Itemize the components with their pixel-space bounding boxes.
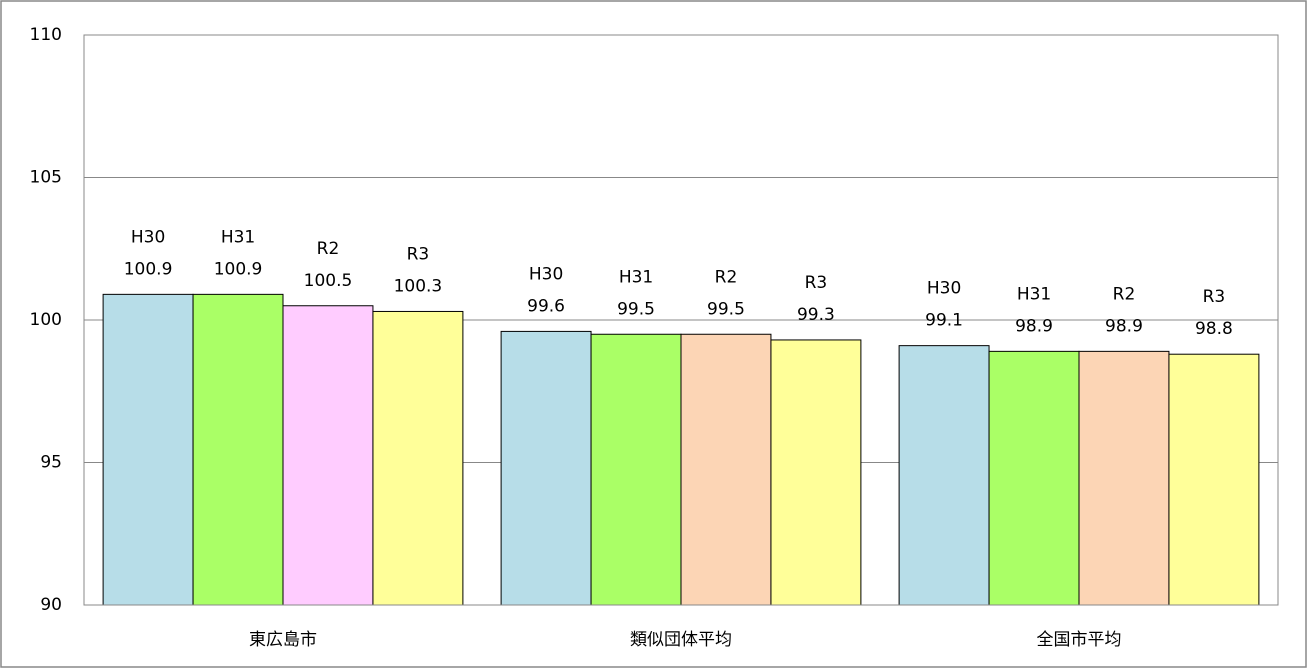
- value-label: 100.9: [124, 259, 173, 279]
- value-label: 99.1: [925, 311, 963, 331]
- bar-series-label: H31: [221, 227, 255, 247]
- value-label: 100.5: [304, 271, 353, 291]
- x-tick-label: 東広島市: [249, 630, 317, 650]
- bar-series-label: H30: [927, 279, 961, 299]
- bar: [988, 350, 1080, 606]
- bar: [282, 305, 374, 606]
- y-tick-label: 90: [40, 595, 62, 615]
- y-tick-label: 105: [30, 168, 62, 188]
- bar-series-label: H31: [1017, 284, 1051, 304]
- bar: [192, 293, 284, 606]
- value-label: 99.3: [797, 305, 835, 325]
- value-label: 98.9: [1015, 316, 1053, 336]
- bar-series-label: H31: [619, 267, 653, 287]
- bar-series-label: R2: [1113, 284, 1136, 304]
- value-label: 100.3: [394, 276, 443, 296]
- bar-series-label: R3: [407, 244, 430, 264]
- bar-series-label: H30: [529, 264, 563, 284]
- value-label: 99.5: [707, 299, 745, 319]
- bar-series-label: R3: [1203, 287, 1226, 307]
- bar: [1168, 353, 1260, 606]
- bar-series-label: R2: [317, 239, 340, 259]
- bar: [1078, 350, 1170, 606]
- bar: [372, 310, 464, 606]
- bar: [500, 330, 592, 606]
- x-tick-label: 類似団体平均: [630, 630, 732, 650]
- x-tick-label: 全国市平均: [1037, 630, 1122, 650]
- bar-series-label: R2: [715, 267, 738, 287]
- bar-series-label: R3: [805, 273, 828, 293]
- y-tick-label: 100: [30, 310, 62, 330]
- bar: [770, 339, 862, 606]
- value-label: 98.9: [1105, 316, 1143, 336]
- bar: [680, 333, 772, 606]
- bar: [590, 333, 682, 606]
- value-label: 99.5: [617, 299, 655, 319]
- value-label: 99.6: [527, 296, 565, 316]
- bar-series-label: H30: [131, 227, 165, 247]
- value-label: 100.9: [214, 259, 263, 279]
- bar: [102, 293, 194, 606]
- y-tick-label: 95: [40, 453, 62, 473]
- y-tick-label: 110: [30, 25, 62, 45]
- bar: [898, 345, 990, 606]
- value-label: 98.8: [1195, 319, 1233, 339]
